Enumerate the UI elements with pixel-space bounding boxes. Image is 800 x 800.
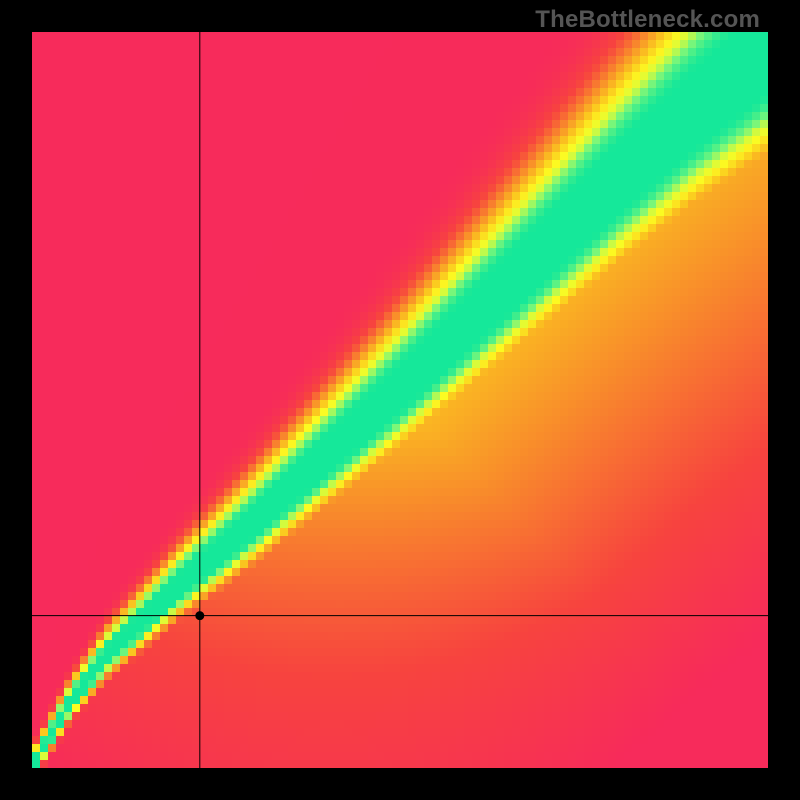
watermark-text: TheBottleneck.com: [535, 6, 760, 34]
chart-root: TheBottleneck.com: [0, 0, 800, 800]
bottleneck-heatmap: [32, 32, 768, 768]
